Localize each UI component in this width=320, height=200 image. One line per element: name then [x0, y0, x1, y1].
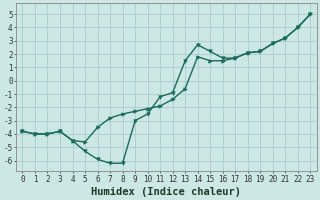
- X-axis label: Humidex (Indice chaleur): Humidex (Indice chaleur): [92, 186, 241, 197]
